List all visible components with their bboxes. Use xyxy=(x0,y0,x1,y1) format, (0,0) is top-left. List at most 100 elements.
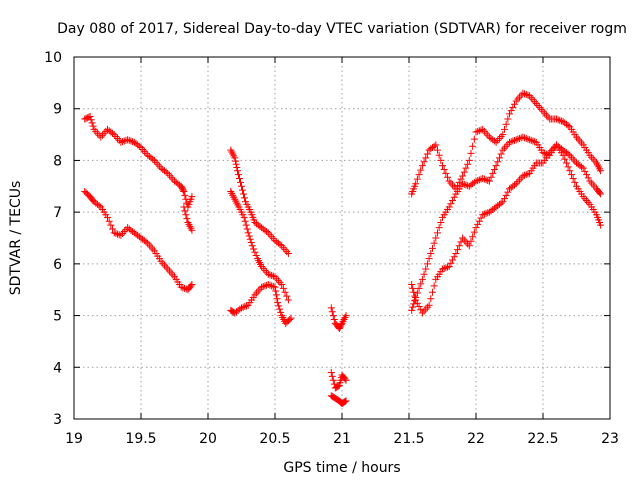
data-point xyxy=(149,245,157,253)
data-point xyxy=(447,179,455,187)
data-point xyxy=(437,218,445,226)
data-point xyxy=(281,288,289,296)
y-axis-label: SDTVAR / TECUs xyxy=(8,181,24,296)
data-point xyxy=(89,122,97,130)
data-point xyxy=(447,200,455,208)
data-point xyxy=(569,175,577,183)
data-point xyxy=(581,167,589,175)
data-point xyxy=(479,125,487,133)
data-point xyxy=(342,397,350,405)
data-point xyxy=(423,260,431,268)
data-point xyxy=(177,283,185,291)
data-point xyxy=(245,232,253,240)
data-point xyxy=(479,211,487,219)
series-arc-6 xyxy=(227,281,295,327)
data-point xyxy=(475,217,483,225)
series-arc-2 xyxy=(81,187,196,294)
data-point xyxy=(124,136,132,144)
data-point xyxy=(341,398,349,406)
data-point xyxy=(597,221,605,229)
series-arc-9 xyxy=(327,392,350,407)
data-point xyxy=(327,368,335,376)
data-point xyxy=(117,138,125,146)
data-point xyxy=(482,129,490,137)
data-point xyxy=(472,177,480,185)
data-point xyxy=(484,176,492,184)
data-point xyxy=(480,127,488,135)
data-point xyxy=(418,162,426,170)
data-point xyxy=(139,145,147,153)
series-arc-12 xyxy=(408,141,605,317)
data-point xyxy=(439,265,446,273)
data-point xyxy=(231,157,239,165)
data-point xyxy=(542,111,550,119)
data-point xyxy=(442,169,450,177)
data-point xyxy=(597,190,605,198)
x-tick-label: 19 xyxy=(65,431,83,447)
data-point xyxy=(169,175,177,183)
data-point xyxy=(477,214,485,222)
data-point xyxy=(502,191,510,199)
data-point xyxy=(279,284,287,292)
data-point xyxy=(107,221,115,229)
data-point xyxy=(589,155,597,163)
data-point xyxy=(328,372,336,380)
series-arc-1 xyxy=(81,112,196,211)
data-point xyxy=(514,95,522,103)
chart-title: Day 080 of 2017, Sidereal Day-to-day VTE… xyxy=(57,21,627,37)
data-point xyxy=(465,156,473,164)
data-point xyxy=(152,158,160,166)
y-tick-label: 10 xyxy=(44,50,62,66)
y-tick-label: 9 xyxy=(53,102,62,118)
data-point xyxy=(490,137,498,145)
data-point xyxy=(238,182,245,190)
x-tick-label: 21.5 xyxy=(393,431,424,447)
data-point xyxy=(514,135,522,143)
y-tick-label: 3 xyxy=(53,412,62,428)
data-point xyxy=(569,155,577,163)
data-point xyxy=(420,307,428,315)
data-point xyxy=(579,164,587,172)
data-point xyxy=(596,189,604,197)
data-point xyxy=(500,195,508,203)
data-point xyxy=(524,135,532,143)
data-point xyxy=(254,287,262,295)
data-point xyxy=(327,304,335,312)
data-point xyxy=(567,153,575,161)
data-point xyxy=(512,136,520,144)
data-point xyxy=(475,176,483,184)
data-point xyxy=(499,131,507,139)
data-point xyxy=(154,160,162,168)
data-point xyxy=(127,137,135,145)
data-point xyxy=(529,137,537,145)
data-point xyxy=(524,170,532,178)
data-point xyxy=(278,281,286,289)
data-point xyxy=(248,242,256,250)
data-point xyxy=(417,306,425,314)
data-point xyxy=(469,233,477,241)
data-point xyxy=(269,282,277,290)
data-point xyxy=(539,149,547,157)
data-point xyxy=(556,116,564,124)
data-point xyxy=(519,133,527,141)
data-point xyxy=(462,238,470,246)
data-point xyxy=(521,90,529,98)
data-point xyxy=(165,267,173,275)
data-point xyxy=(567,171,575,179)
data-point xyxy=(571,178,579,186)
data-point xyxy=(504,188,512,196)
data-point xyxy=(450,193,458,201)
data-point xyxy=(534,101,542,109)
data-point xyxy=(119,229,127,237)
data-point xyxy=(462,164,470,172)
data-point xyxy=(544,113,552,121)
data-point xyxy=(597,167,605,175)
data-point xyxy=(125,136,133,144)
x-tick-label: 19.5 xyxy=(125,431,156,447)
data-point xyxy=(526,136,534,144)
data-point xyxy=(499,198,507,206)
data-point xyxy=(517,91,525,99)
x-tick-label: 22.5 xyxy=(527,431,558,447)
data-point xyxy=(522,90,530,98)
data-point xyxy=(440,165,448,173)
